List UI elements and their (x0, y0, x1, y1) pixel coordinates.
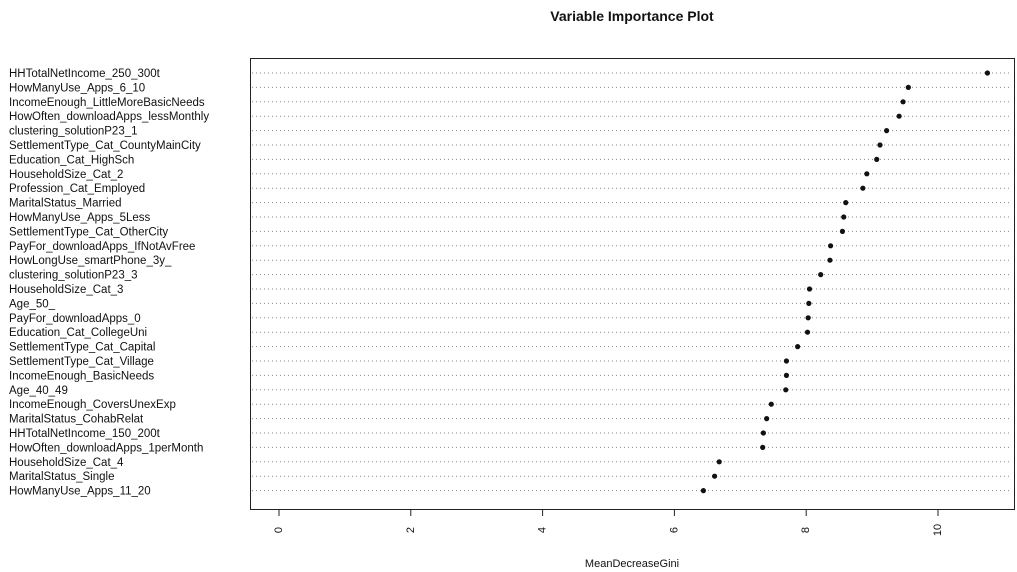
variable-label: clustering_solutionP23_3 (9, 270, 138, 282)
variable-label: Age_50_ (9, 298, 56, 310)
x-tick-label: 6 (668, 527, 680, 533)
importance-point (874, 156, 880, 162)
importance-point (827, 243, 834, 249)
variable-label: PayFor_downloadApps_0 (9, 313, 141, 325)
variable-label: IncomeEnough_BasicNeeds (9, 370, 154, 382)
variable-label: HowManyUse_Apps_5Less (9, 212, 151, 224)
variable-label: Profession_Cat_Employed (9, 183, 145, 195)
variable-label: IncomeEnough_LittleMoreBasicNeeds (9, 97, 205, 109)
importance-point (764, 416, 770, 422)
importance-points (700, 70, 991, 494)
variable-label: Age_40_49 (9, 385, 68, 397)
variable-label: HHTotalNetIncome_250_300t (9, 68, 161, 80)
variable-labels: HHTotalNetIncome_250_300t HowManyUse_Apps… (9, 68, 209, 498)
importance-point (806, 300, 812, 306)
importance-point (700, 488, 706, 494)
importance-point (900, 99, 906, 105)
variable-label: SettlementType_Cat_Capital (9, 342, 155, 354)
importance-point (984, 70, 991, 76)
importance-point (760, 444, 766, 450)
variable-label: HouseholdSize_Cat_2 (9, 169, 123, 181)
variable-label: MaritalStatus_CohabRelat (9, 414, 144, 426)
variable-label: IncomeEnough_CoversUnexExp (9, 399, 176, 411)
plot-area (250, 58, 1015, 510)
x-axis-label: MeanDecreaseGini (585, 558, 679, 570)
importance-point (843, 200, 849, 206)
variable-label: HHTotalNetIncome_150_200t (9, 428, 161, 440)
importance-point (760, 430, 766, 436)
variable-label: HowOften_downloadApps_lessMonthly (9, 111, 209, 123)
variable-label: PayFor_downloadApps_IfNotAvFree (9, 241, 195, 253)
variable-label: HowManyUse_Apps_6_10 (9, 82, 145, 94)
importance-point (783, 387, 789, 393)
variable-label: SettlementType_Cat_Village (9, 356, 154, 368)
importance-point (883, 128, 890, 134)
importance-point (841, 214, 847, 220)
importance-point (711, 473, 718, 479)
importance-point (860, 185, 866, 191)
variable-label: HouseholdSize_Cat_3 (9, 284, 123, 296)
variable-label: HowOften_downloadApps_1perMonth (9, 442, 203, 454)
importance-point (768, 401, 774, 407)
x-tick-label: 4 (537, 527, 549, 533)
variable-label: MaritalStatus_Married (9, 198, 121, 210)
x-tick-label: 0 (273, 527, 285, 533)
variable-label: HowLongUse_smartPhone_3y_ (9, 255, 172, 267)
chart-title: Variable Importance Plot (550, 8, 714, 24)
importance-point (805, 315, 811, 321)
importance-point (827, 257, 833, 263)
x-tick-label: 8 (800, 527, 812, 533)
variable-label: Education_Cat_HighSch (9, 154, 134, 166)
row-guides (252, 72, 1012, 492)
importance-point (783, 372, 790, 378)
variable-label: MaritalStatus_Single (9, 471, 114, 483)
importance-point (877, 142, 883, 148)
importance-point (795, 344, 801, 350)
x-tick-label: 10 (932, 524, 944, 536)
importance-point (896, 113, 902, 119)
importance-point (716, 459, 722, 465)
x-axis: 0 2 4 6 8 10 (273, 510, 944, 536)
importance-point (905, 84, 911, 90)
variable-label: HouseholdSize_Cat_4 (9, 457, 124, 469)
importance-point (818, 272, 824, 278)
variable-label: SettlementType_Cat_OtherCity (9, 226, 168, 238)
variable-label: HowManyUse_Apps_11_20 (9, 486, 151, 498)
x-tick-label: 2 (405, 527, 417, 533)
importance-point (806, 286, 813, 292)
importance-point (864, 171, 870, 177)
variable-label: clustering_solutionP23_1 (9, 126, 138, 138)
importance-point (783, 358, 790, 364)
importance-point (839, 228, 846, 234)
importance-point (804, 329, 811, 335)
variable-label: Education_Cat_CollegeUni (9, 327, 147, 339)
variable-label: SettlementType_Cat_CountyMainCity (9, 140, 201, 152)
